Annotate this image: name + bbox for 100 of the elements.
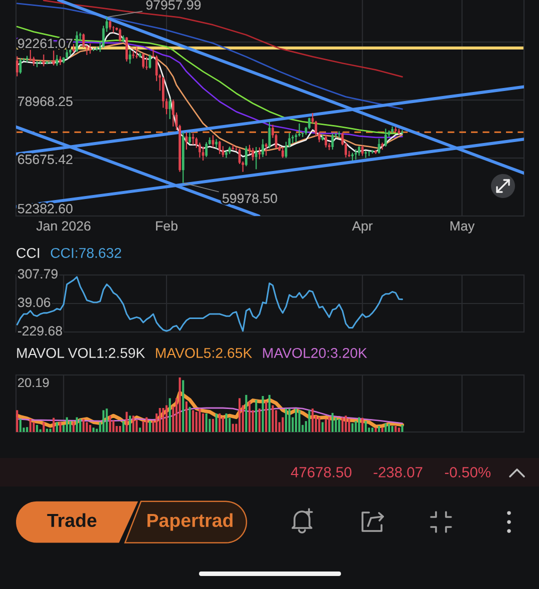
- bar: [158, 408, 161, 432]
- bar: [29, 418, 32, 432]
- bar: [138, 428, 141, 432]
- bar: [59, 422, 62, 432]
- bar: [128, 416, 132, 432]
- y-tick-label: 39.06: [18, 298, 50, 308]
- bar: [364, 421, 367, 432]
- bar: [308, 410, 310, 432]
- bar: [178, 377, 181, 432]
- bar: [348, 418, 350, 432]
- bar: [344, 416, 347, 432]
- chart-title: MAVOL VOL1:2.59K: [17, 348, 145, 358]
- bar: [66, 417, 68, 432]
- bar: [126, 412, 128, 432]
- bar: [238, 398, 241, 432]
- text: -0.50%: [445, 467, 490, 478]
- y-tick-label: 92261.07: [18, 38, 72, 48]
- bar: [388, 424, 390, 432]
- bar: [298, 410, 300, 432]
- bar: [294, 408, 298, 432]
- y-tick-label: 78968.25: [18, 96, 72, 106]
- bar: [146, 417, 148, 432]
- bar: [182, 380, 184, 432]
- bar: [262, 396, 264, 432]
- bar: [212, 418, 214, 432]
- bar: [245, 394, 248, 432]
- bar: [401, 424, 404, 432]
- bar: [338, 418, 340, 432]
- bar: [341, 417, 344, 432]
- bar: [188, 406, 191, 432]
- bar: [288, 408, 290, 432]
- x-tick-label: Feb: [156, 220, 178, 231]
- bar: [282, 417, 284, 432]
- text: Trade: [47, 513, 96, 528]
- annotation: 97957.99: [146, 0, 201, 10]
- bar: [394, 426, 397, 432]
- bar: [285, 408, 288, 432]
- bar: [272, 405, 274, 432]
- y-tick-label: 52382.60: [18, 204, 72, 214]
- bar: [165, 405, 168, 432]
- bar: [332, 412, 334, 432]
- bar: [218, 413, 221, 432]
- bar: [222, 417, 224, 432]
- bar: [52, 418, 55, 432]
- bar: [32, 422, 35, 432]
- y-tick-label: 307.79: [18, 269, 58, 279]
- bar: [354, 421, 357, 432]
- bar: [358, 417, 360, 432]
- text: MAVOL5:2.65K: [156, 348, 252, 358]
- x-tick-label: Jan 2026: [36, 221, 90, 231]
- bar: [195, 412, 198, 432]
- bar: [72, 422, 75, 432]
- annotation: 20.19: [18, 378, 49, 388]
- bar: [265, 401, 268, 432]
- bar: [215, 413, 218, 432]
- bar: [361, 418, 364, 432]
- bar: [258, 408, 261, 432]
- bar: [148, 421, 151, 432]
- bar: [46, 428, 48, 432]
- bar: [324, 418, 327, 432]
- bar: [109, 416, 112, 432]
- bar: [168, 398, 171, 432]
- bar: [198, 408, 201, 432]
- bar: [86, 422, 88, 432]
- x-tick-label: May: [450, 221, 475, 234]
- bar: [312, 408, 314, 432]
- annotation: 59978.50: [222, 194, 278, 204]
- bar: [225, 413, 228, 432]
- bar: [322, 422, 324, 432]
- text: Papertrad: [147, 513, 233, 531]
- text: -238.07: [374, 467, 422, 478]
- bar: [16, 410, 18, 432]
- bar: [374, 428, 377, 432]
- bar: [39, 429, 42, 432]
- bar: [119, 426, 122, 432]
- bar: [122, 421, 124, 432]
- bar: [79, 418, 82, 432]
- bar: [82, 418, 85, 432]
- bar: [248, 401, 251, 432]
- text: MAVOL20:3.20K: [263, 348, 368, 358]
- bar: [371, 428, 374, 432]
- bar: [205, 413, 208, 432]
- x-tick-label: Apr: [352, 221, 373, 234]
- bar: [255, 400, 258, 432]
- bar: [89, 424, 92, 432]
- series-label: CCI:78.632: [50, 248, 122, 258]
- bar: [268, 394, 270, 432]
- bar: [318, 417, 320, 432]
- bar: [381, 428, 384, 432]
- bar: [328, 417, 330, 432]
- bar: [142, 421, 144, 432]
- bar: [19, 418, 22, 432]
- bar: [42, 422, 45, 432]
- y-tick-label: -229.68: [18, 326, 62, 336]
- bar: [398, 428, 400, 432]
- bar: [69, 421, 72, 432]
- bar: [351, 423, 354, 432]
- bar: [56, 422, 58, 432]
- text: 47678.50: [290, 467, 352, 478]
- bar: [384, 423, 387, 432]
